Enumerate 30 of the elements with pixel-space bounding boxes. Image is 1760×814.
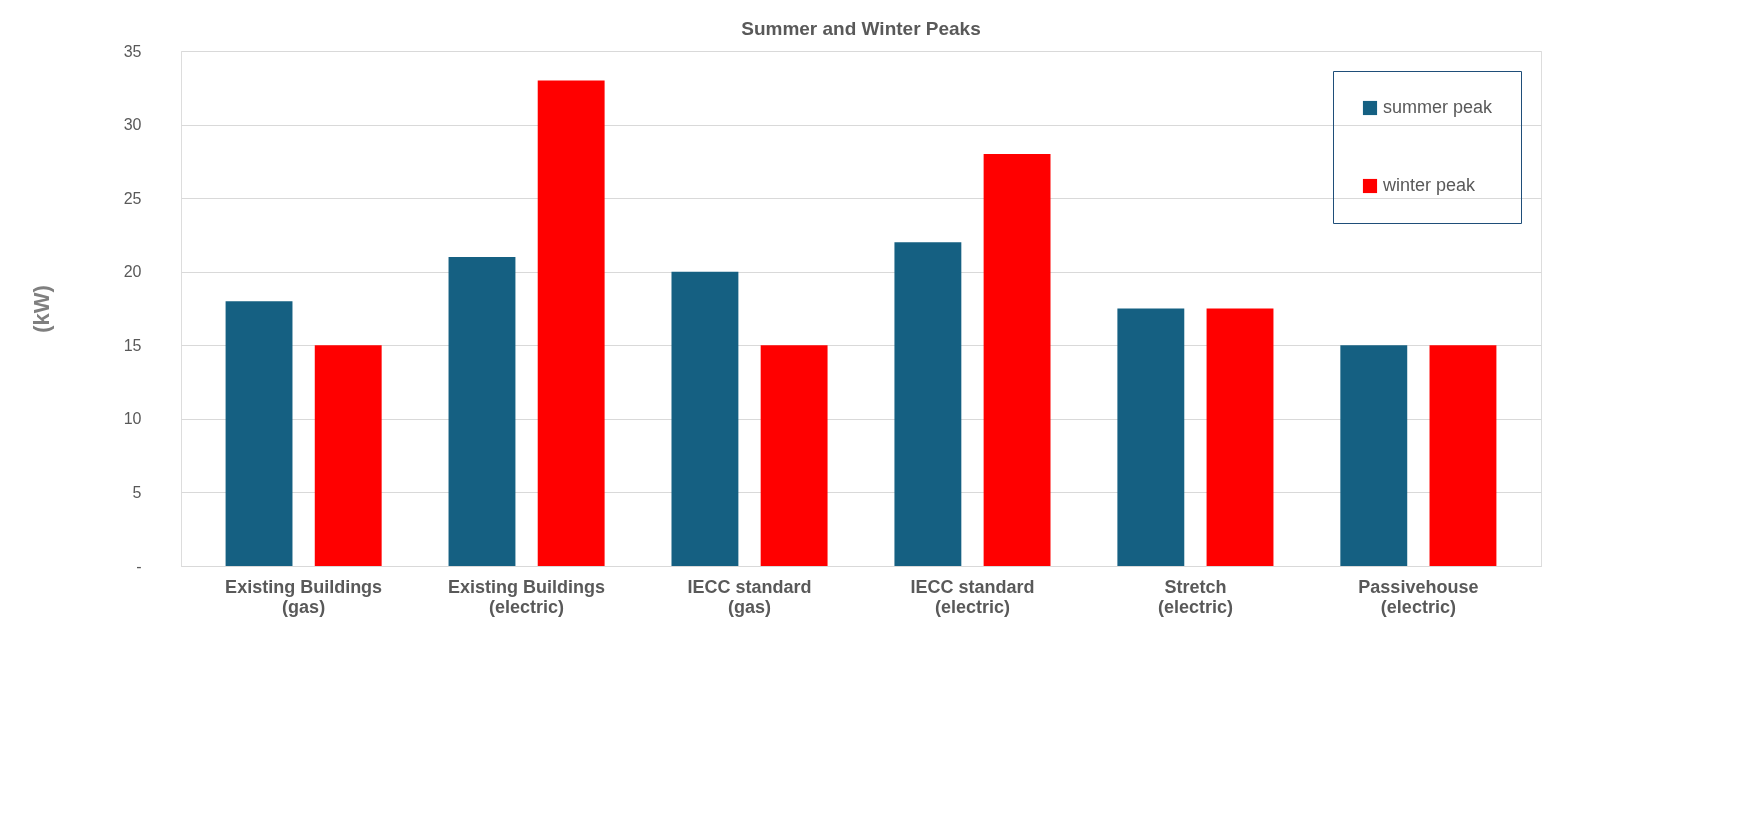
bar [537, 80, 605, 566]
x-tick-label: IECC standard (gas) [687, 576, 812, 617]
bar [983, 154, 1051, 566]
bar [894, 242, 962, 566]
y-tick-label: 5 [132, 483, 142, 501]
x-tick-label: IECC standard (electric) [910, 576, 1035, 617]
bar [1206, 308, 1274, 566]
y-tick-label: 10 [123, 410, 142, 428]
bar [760, 345, 828, 566]
y-axis-title: (kW) [28, 285, 54, 333]
y-tick-label: 35 [123, 42, 142, 60]
y-tick-label: 30 [123, 116, 142, 134]
chart-title: Summer and Winter Peaks [741, 18, 981, 39]
y-tick-label: 25 [123, 189, 142, 207]
x-tick-label: Existing Buildings (gas) [225, 576, 383, 617]
y-tick-label: - [136, 557, 142, 575]
y-tick-label: 20 [123, 263, 142, 281]
x-tick-label: Passivehouse (electric) [1358, 576, 1479, 617]
legend-label: summer peak [1383, 97, 1494, 117]
bar [1117, 308, 1185, 566]
legend-label: winter peak [1382, 175, 1477, 195]
x-tick-label: Existing Buildings (electric) [448, 576, 606, 617]
bar [1340, 345, 1408, 566]
bar [671, 271, 739, 566]
y-tick-label: 15 [123, 336, 142, 354]
x-tick-label: Stretch (electric) [1157, 576, 1233, 617]
bar [448, 257, 516, 566]
bar [225, 301, 293, 566]
bar [1429, 345, 1497, 566]
bar [314, 345, 382, 566]
